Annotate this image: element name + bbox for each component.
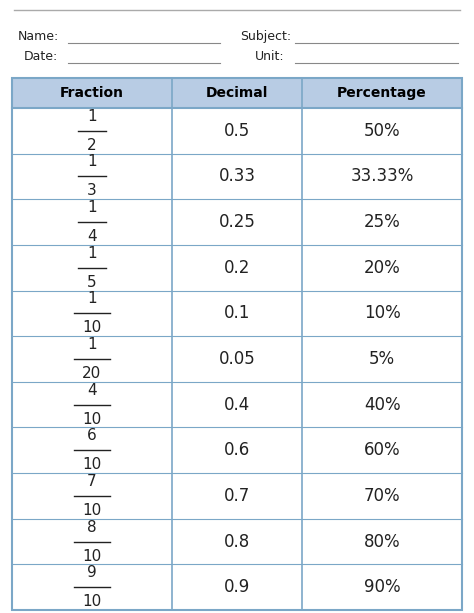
Bar (12, 565, 462, 610)
Bar (12, 245, 462, 291)
Bar (12, 199, 462, 245)
Text: 8: 8 (87, 520, 97, 535)
Bar (12, 473, 462, 519)
Text: 50%: 50% (364, 122, 401, 140)
Text: 1: 1 (87, 200, 97, 215)
Bar (12, 78, 462, 610)
Text: 4: 4 (87, 383, 97, 398)
Text: Decimal: Decimal (206, 86, 268, 100)
Bar (12, 291, 462, 336)
Bar (12, 154, 462, 199)
Text: Date:: Date: (24, 50, 58, 63)
Text: 1: 1 (87, 246, 97, 261)
Text: 0.33: 0.33 (219, 167, 255, 186)
Text: 25%: 25% (364, 213, 401, 231)
Text: 7: 7 (87, 474, 97, 489)
Text: 40%: 40% (364, 395, 401, 414)
Text: 6: 6 (87, 428, 97, 443)
Bar (12, 78, 462, 108)
Text: Unit:: Unit: (255, 50, 284, 63)
Text: 10: 10 (82, 457, 101, 472)
Text: 4: 4 (87, 229, 97, 244)
Text: Name:: Name: (18, 30, 59, 43)
Text: 10%: 10% (364, 305, 401, 322)
Text: 80%: 80% (364, 533, 401, 550)
Text: Subject:: Subject: (240, 30, 291, 43)
Text: 0.2: 0.2 (224, 259, 250, 276)
Text: 10: 10 (82, 321, 101, 335)
Text: 1: 1 (87, 291, 97, 306)
Text: 0.05: 0.05 (219, 350, 255, 368)
Text: 0.9: 0.9 (224, 578, 250, 596)
Text: 3: 3 (87, 183, 97, 199)
Text: 0.25: 0.25 (219, 213, 255, 231)
Text: 10: 10 (82, 594, 101, 609)
Text: 0.6: 0.6 (224, 441, 250, 459)
Text: 2: 2 (87, 138, 97, 153)
Text: 33.33%: 33.33% (350, 167, 414, 186)
Text: 5: 5 (87, 275, 97, 290)
Text: 1: 1 (87, 337, 97, 352)
Text: 20: 20 (82, 366, 101, 381)
Text: 9: 9 (87, 565, 97, 580)
Bar (12, 336, 462, 382)
Text: 1: 1 (87, 154, 97, 169)
Bar (12, 382, 462, 427)
Text: 5%: 5% (369, 350, 395, 368)
Text: 0.4: 0.4 (224, 395, 250, 414)
Text: 70%: 70% (364, 487, 401, 505)
Text: 10: 10 (82, 412, 101, 427)
Text: 0.7: 0.7 (224, 487, 250, 505)
Text: 0.1: 0.1 (224, 305, 250, 322)
Text: 10: 10 (82, 549, 101, 563)
Text: 10: 10 (82, 503, 101, 518)
Text: 20%: 20% (364, 259, 401, 276)
Text: Fraction: Fraction (60, 86, 124, 100)
Text: 1: 1 (87, 109, 97, 124)
Text: 0.5: 0.5 (224, 122, 250, 140)
Text: Percentage: Percentage (337, 86, 427, 100)
Bar (12, 519, 462, 565)
Bar (12, 427, 462, 473)
Text: 60%: 60% (364, 441, 401, 459)
Text: 90%: 90% (364, 578, 401, 596)
Bar (12, 108, 462, 154)
Text: 0.8: 0.8 (224, 533, 250, 550)
